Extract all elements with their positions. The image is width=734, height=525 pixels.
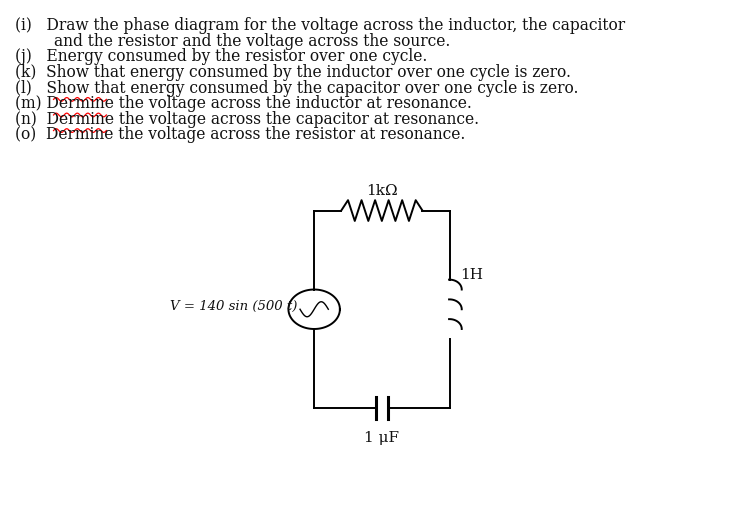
Text: and the resistor and the voltage across the source.: and the resistor and the voltage across … <box>15 33 451 50</box>
Text: (n)  Dermine the voltage across the capacitor at resonance.: (n) Dermine the voltage across the capac… <box>15 111 479 128</box>
Text: (o)  Dermine the voltage across the resistor at resonance.: (o) Dermine the voltage across the resis… <box>15 127 465 143</box>
Text: (i)   Draw the phase diagram for the voltage across the inductor, the capacitor: (i) Draw the phase diagram for the volta… <box>15 17 625 34</box>
Text: 1kΩ: 1kΩ <box>366 184 398 197</box>
Text: (k)  Show that energy consumed by the inductor over one cycle is zero.: (k) Show that energy consumed by the ind… <box>15 64 571 81</box>
Text: 1 μF: 1 μF <box>364 432 399 445</box>
Text: (m) Dermine the voltage across the inductor at resonance.: (m) Dermine the voltage across the induc… <box>15 95 472 112</box>
Text: 1H: 1H <box>459 268 483 282</box>
Text: V = 140 sin (500 t): V = 140 sin (500 t) <box>170 300 297 313</box>
Text: (j)   Energy consumed by the resistor over one cycle.: (j) Energy consumed by the resistor over… <box>15 48 427 66</box>
Text: (l)   Show that energy consumed by the capacitor over one cycle is zero.: (l) Show that energy consumed by the cap… <box>15 80 578 97</box>
